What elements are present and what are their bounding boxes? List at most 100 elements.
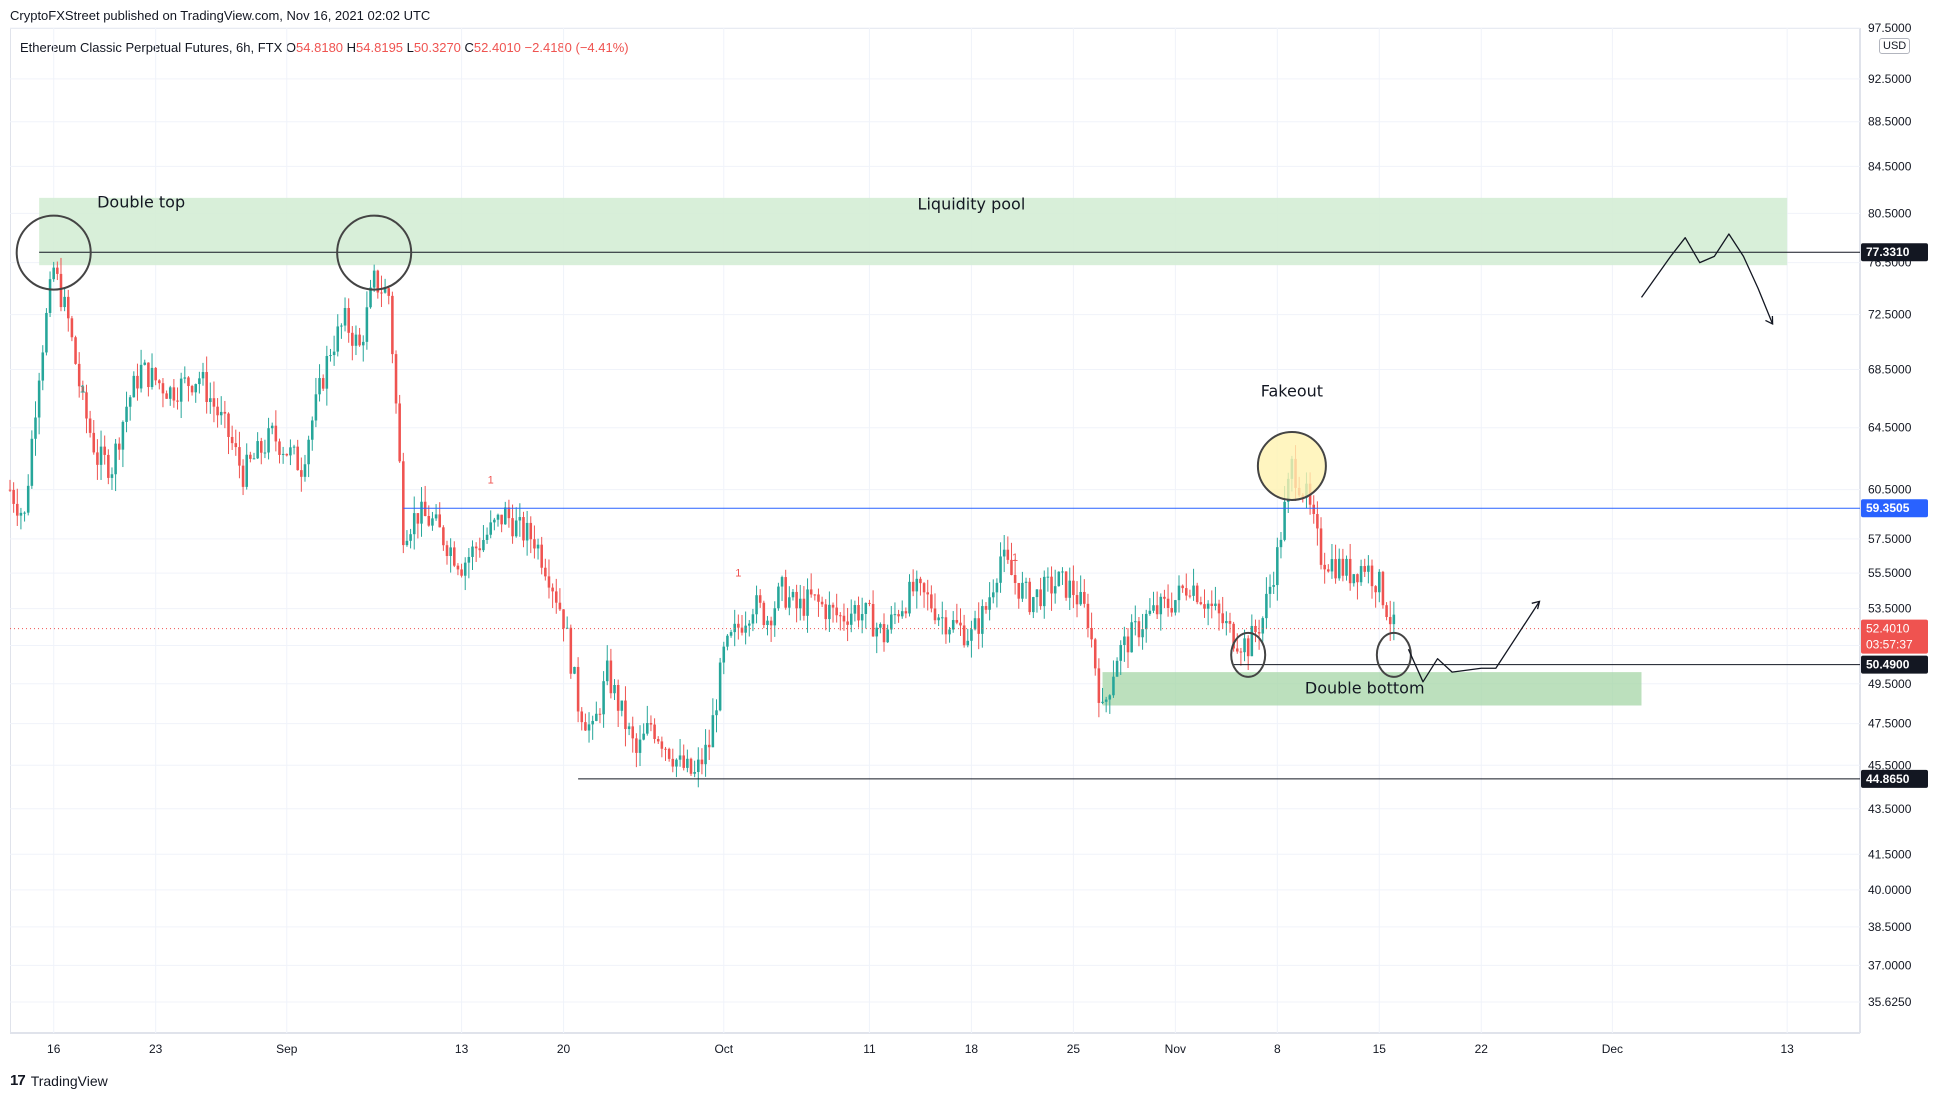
candle-body: [332, 351, 336, 356]
candle-body: [595, 713, 598, 721]
candle-body: [1119, 644, 1123, 661]
candle-body: [937, 617, 940, 621]
candle-body: [740, 627, 744, 633]
candle-body: [172, 387, 176, 401]
candle-body: [700, 759, 704, 765]
candle-body: [1123, 636, 1126, 645]
candle-body: [842, 615, 846, 622]
candle-body: [19, 512, 23, 516]
projection-path-top: [1640, 233, 1774, 325]
candle-body: [758, 595, 762, 603]
candle-body: [908, 581, 911, 614]
candle-body: [609, 660, 613, 694]
candle-body: [496, 514, 500, 520]
candle-body: [442, 527, 445, 546]
candle-body: [755, 595, 758, 615]
candle-body: [114, 443, 117, 475]
candle-body: [369, 287, 372, 308]
candle-body: [263, 452, 267, 454]
candle-body: [219, 411, 223, 416]
symbol-info: Ethereum Classic Perpetual Futures, 6h, …: [20, 40, 629, 55]
symbol-name[interactable]: Ethereum Classic Perpetual Futures, 6h, …: [20, 40, 283, 55]
candle-body: [1148, 610, 1152, 614]
double-bottom-zone: [1102, 672, 1642, 706]
level-price-label-bg: [1861, 499, 1928, 518]
last-price-label-bg: [1861, 619, 1928, 654]
candle-body: [474, 546, 478, 549]
candle-body: [1101, 701, 1104, 703]
double-bottom-circle-left: [1230, 631, 1267, 678]
price-tick-label: 68.5000: [1868, 363, 1912, 377]
candle-body: [274, 425, 278, 442]
candle-body: [536, 544, 540, 549]
candle-body: [1239, 651, 1243, 653]
tradingview-logo[interactable]: 17 TradingView: [10, 1072, 108, 1089]
candle-body: [576, 666, 580, 712]
tradingview-brand: TradingView: [30, 1072, 108, 1089]
time-tick-label: Oct: [714, 1042, 733, 1056]
candle-body: [646, 723, 649, 734]
candle-body: [962, 625, 966, 646]
candle-body: [314, 394, 318, 421]
candle-body: [547, 576, 551, 588]
candle-body: [1352, 574, 1356, 584]
time-tick-label: 25: [1067, 1042, 1081, 1056]
candle-body: [158, 380, 161, 384]
last-price-label: 52.4010: [1866, 622, 1910, 636]
candle-body: [1206, 603, 1210, 609]
candle-body: [1272, 585, 1275, 587]
candle-body: [267, 428, 270, 453]
candle-body: [256, 441, 259, 459]
candle-body: [485, 534, 489, 540]
arrowhead-up: [1531, 600, 1541, 610]
candle-body: [48, 279, 52, 313]
candle-body: [398, 403, 401, 462]
candle-body: [715, 710, 718, 716]
candle-body: [649, 723, 653, 725]
candle-body: [1195, 585, 1199, 603]
candle-body: [1068, 580, 1072, 598]
candle-body: [558, 602, 562, 610]
price-tick-label: 49.5000: [1868, 677, 1912, 691]
candle-body: [1388, 617, 1392, 625]
candle-body: [30, 438, 34, 486]
candle-body: [828, 604, 831, 620]
candle-body: [904, 611, 908, 614]
candle-body: [769, 620, 773, 626]
candle-body: [107, 454, 110, 478]
candle-body: [1217, 603, 1221, 614]
candle-body: [773, 608, 777, 626]
candle-body: [525, 522, 529, 541]
candle-body: [977, 618, 980, 634]
candle-body: [605, 660, 609, 682]
candle-body: [1072, 580, 1075, 596]
candle-body: [380, 292, 383, 294]
candle-body: [1283, 501, 1286, 540]
candle-body: [1017, 583, 1021, 599]
candle-body: [198, 378, 201, 385]
candle-body: [671, 758, 675, 767]
candle-body: [77, 363, 81, 387]
candle-body: [1013, 574, 1017, 584]
candle-body: [751, 614, 755, 624]
candle-body: [678, 755, 682, 760]
price-tick-label: 64.5000: [1868, 421, 1912, 435]
candle-body: [919, 578, 922, 584]
candle-body: [973, 618, 977, 630]
candle-body: [533, 539, 536, 549]
time-tick-label: Sep: [276, 1042, 298, 1056]
candle-body: [143, 362, 147, 365]
candle-body: [1141, 629, 1144, 638]
price-tick-label: 84.5000: [1868, 159, 1912, 173]
candle-body: [201, 372, 205, 379]
currency-badge[interactable]: USD: [1879, 38, 1911, 54]
candle-body: [402, 461, 405, 546]
candle-body: [831, 604, 835, 608]
price-tick-label: 88.5000: [1868, 115, 1912, 129]
candle-body: [431, 518, 434, 526]
candle-body: [686, 758, 689, 768]
candle-body: [733, 623, 736, 633]
annotation-label: Liquidity pool: [918, 195, 1026, 214]
price-tick-label: 35.6250: [1868, 995, 1912, 1009]
